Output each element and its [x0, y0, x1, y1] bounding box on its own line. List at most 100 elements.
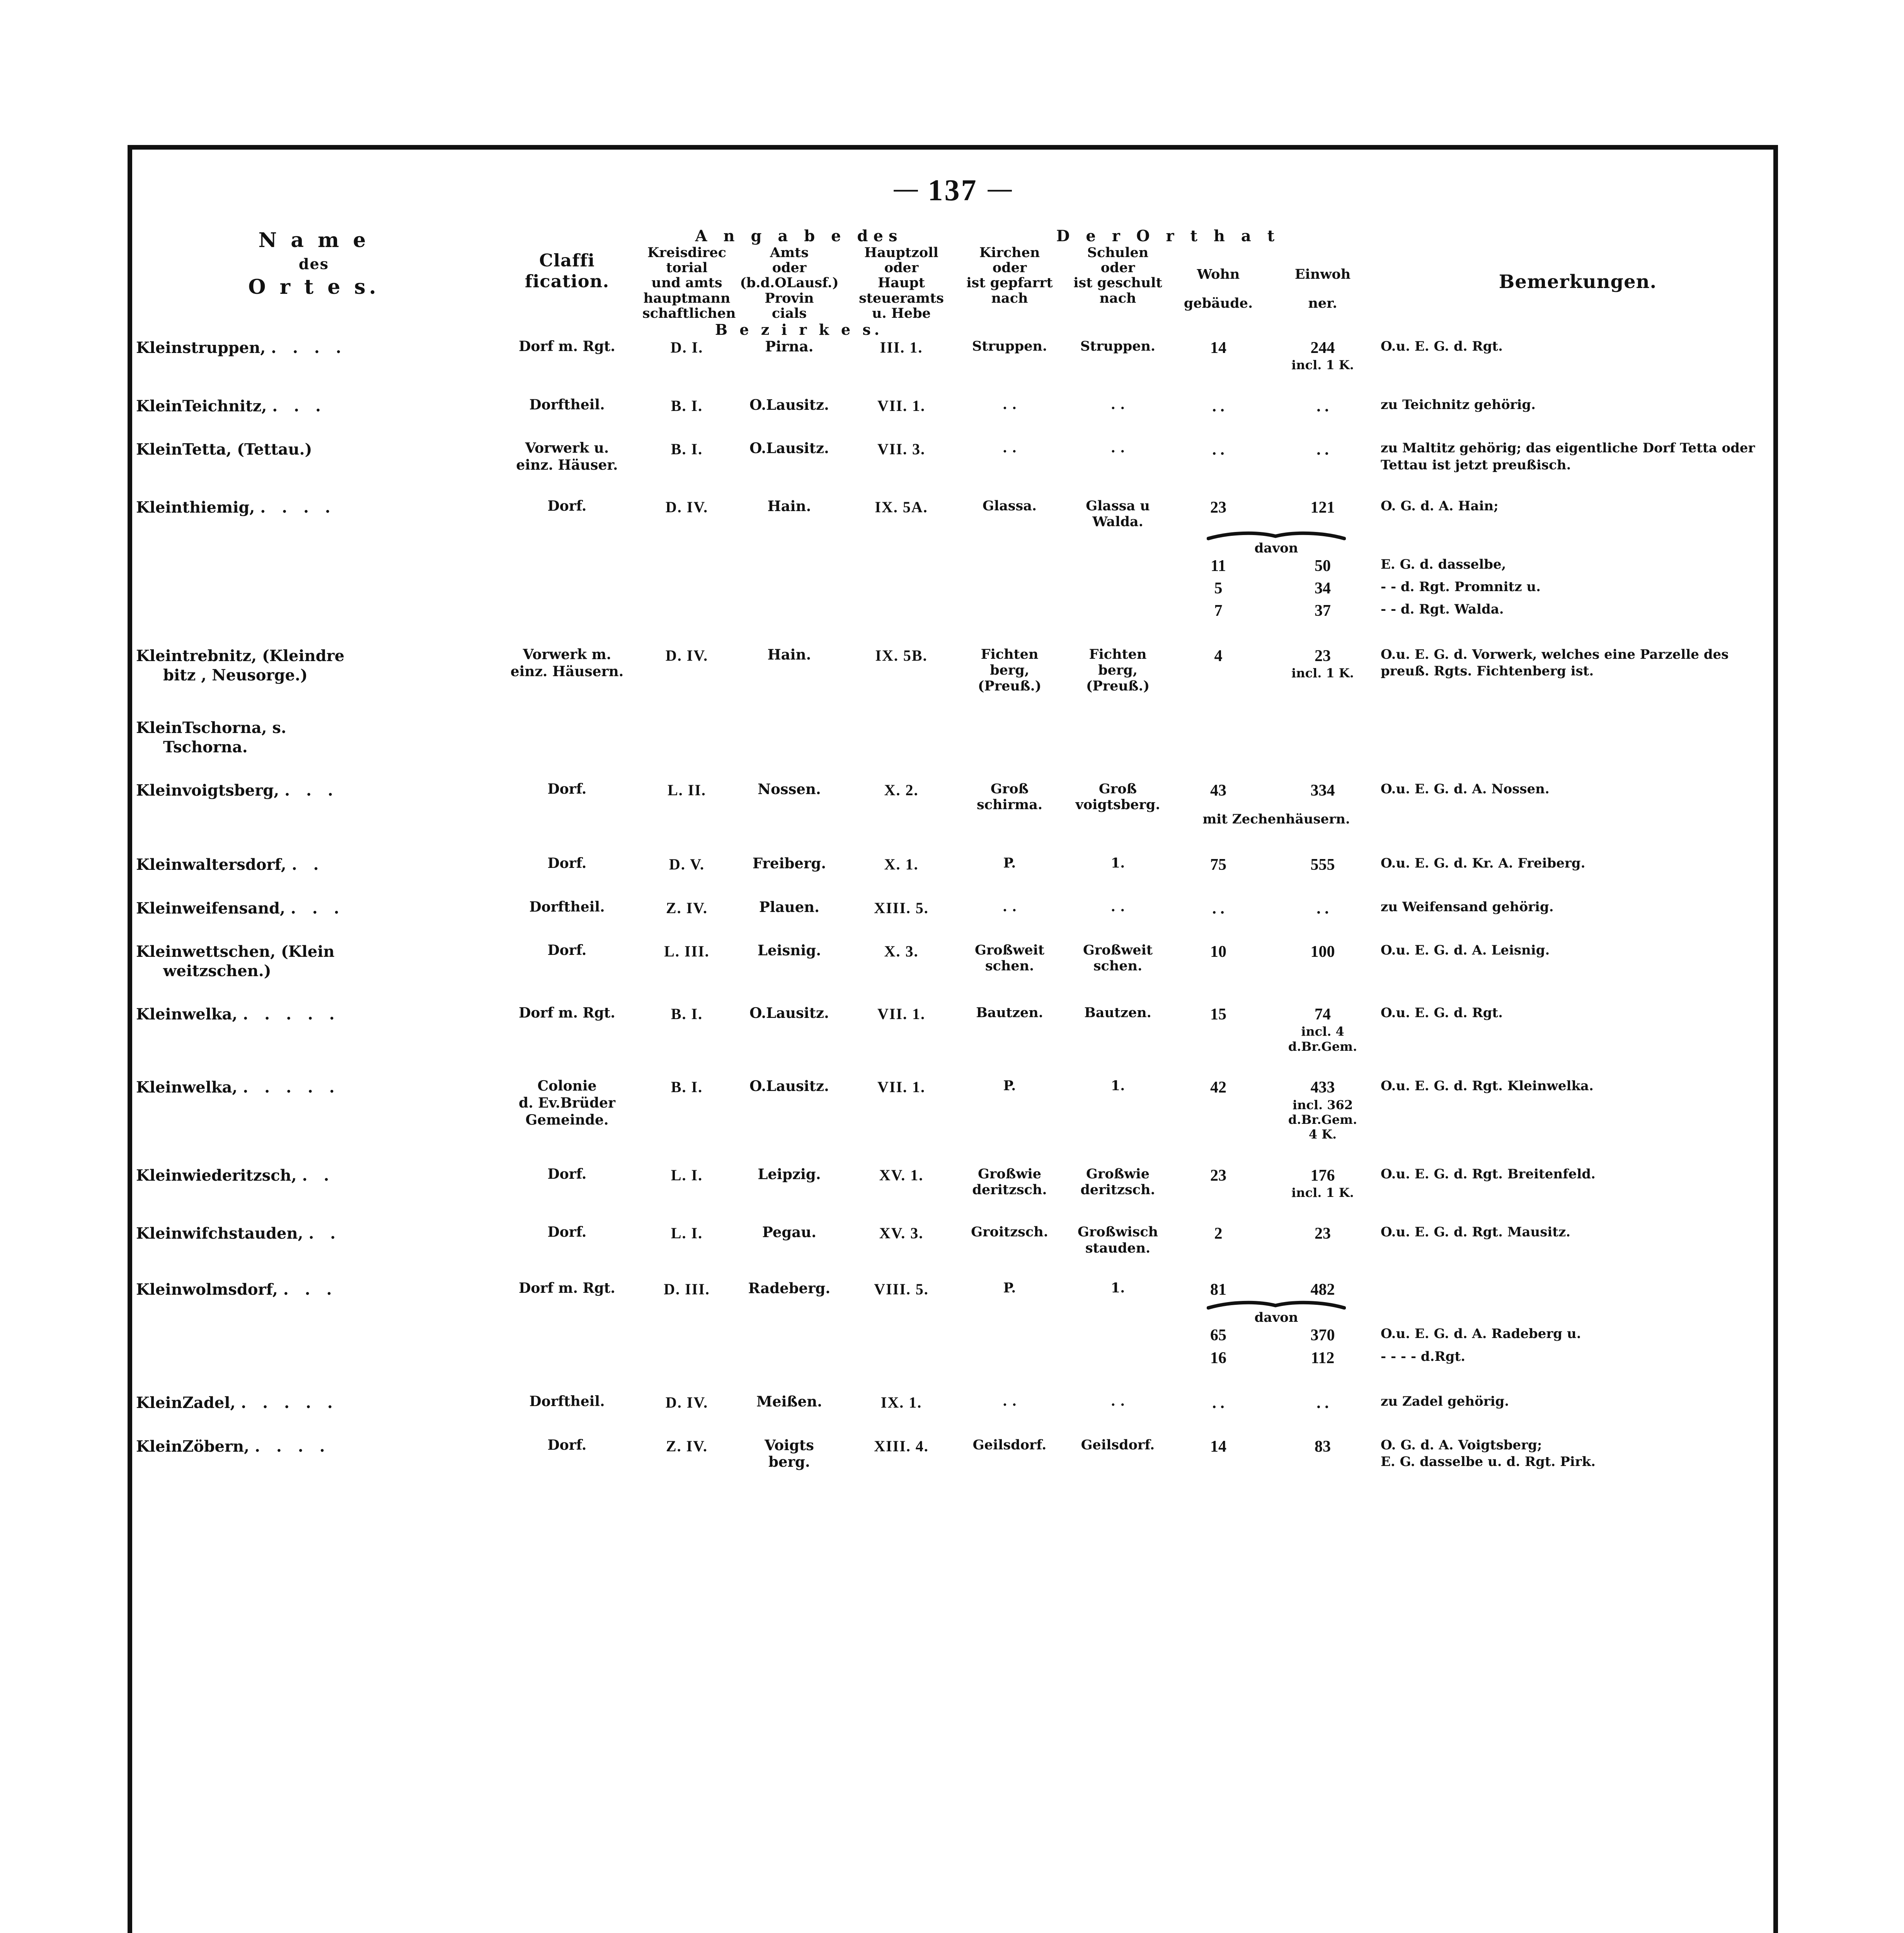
- spacer: [1172, 1142, 1265, 1166]
- cell-einwohner: 482: [1265, 1280, 1381, 1299]
- spacer: [955, 416, 1064, 440]
- table-row[interactable]: Klein­Zadel, . . . . . Dorftheil. D. IV. Me…: [136, 1393, 1775, 1413]
- davon-row[interactable]: 5 34 ‐ ‐ d. Rgt. Promnitz u.: [136, 577, 1775, 600]
- spacer: [136, 1299, 1172, 1324]
- cell-hauptzoll-bezirk: XIII. 4.: [874, 1437, 929, 1455]
- cell-hauptzoll-bezirk: VIII. 5.: [874, 1280, 929, 1298]
- cell-amts-bezirk: O.Lausitz.: [749, 1077, 829, 1095]
- cell-kirchen: Großweit­schen.: [974, 942, 1045, 974]
- header-haupt-l4: steueramts­: [859, 290, 944, 306]
- davon-label-row: davon: [136, 530, 1775, 555]
- spacer: [642, 416, 731, 440]
- cell-wohngebaeude: . .: [1212, 441, 1224, 459]
- header-hauptzoll-cell: Hauptzoll­ oder Haupt­ steueramts­ u. He…: [847, 245, 955, 321]
- spacer: [731, 831, 847, 855]
- spacer: [847, 1142, 955, 1166]
- spacer: [136, 1142, 492, 1166]
- table-row[interactable]: Kleintrebnitz, (Kleindre­bitz , Neusorge…: [136, 646, 1775, 694]
- cell-schulen: 1.: [1110, 1280, 1125, 1296]
- table-row[interactable]: Klein­Tetta, (Tettau.) Vorwerk u. einz. Hä…: [136, 440, 1775, 474]
- cell-wohngebaeude: [1172, 718, 1265, 757]
- cell-kreis-bezirk: B. I.: [671, 1005, 703, 1023]
- cell-bemerkungen: zu Teichnitz gehörig.: [1381, 397, 1536, 413]
- table-row[interactable]: Kleinwaltersdorf, . . Dorf. D. V. Freiberg.…: [136, 855, 1775, 874]
- spacer: [1381, 1256, 1775, 1280]
- spacer: [847, 1413, 955, 1437]
- place-name: Klein­Tschorna, s.: [136, 718, 286, 737]
- spacer: [1064, 1200, 1172, 1224]
- table-body: Kleinstruppen, . . . . Dorf m. Rgt. D. I. P…: [136, 338, 1775, 1495]
- cell-einwohner: . .: [1265, 1393, 1381, 1413]
- cell-kirchen: Geilsdorf.: [972, 1437, 1047, 1453]
- header-kirchen-l3: ist gepfarrt: [966, 275, 1053, 291]
- cell-kirchen: [955, 718, 1064, 757]
- spacer: [1381, 1413, 1775, 1437]
- cell-amts-bezirk: Leipzig.: [758, 1165, 821, 1183]
- cell-einwohner: . .: [1265, 397, 1381, 416]
- cell-kreis-bezirk: B. I.: [671, 1078, 703, 1096]
- davon-row[interactable]: 7 37 ‐ ‐ d. Rgt. Walda.: [136, 600, 1775, 622]
- spacer: [1265, 831, 1381, 855]
- spacer: [731, 1200, 847, 1224]
- header-einwohner-cell: Einwoh­ ner.: [1265, 245, 1381, 321]
- table-row[interactable]: Kleinstruppen, . . . . Dorf m. Rgt. D. I. P…: [136, 338, 1775, 373]
- davon-label: davon: [1254, 1310, 1298, 1326]
- table-row[interactable]: Kleinwifchstauden, . . Dorf. L. I. Pegau. XV…: [136, 1224, 1775, 1256]
- einwohner-note: incl. 1 K.: [1291, 666, 1354, 681]
- cell-bemerkungen: zu Maltitz gehörig; das eigent­liche Dor…: [1381, 440, 1755, 473]
- spacer: [847, 577, 955, 600]
- table-row[interactable]: Kleinvoigtsberg, . . . Dorf. L. II. Nossen.…: [136, 781, 1775, 813]
- davon-row[interactable]: 16 112 ‐ ‐ ‐ ‐ d.Rgt.: [136, 1347, 1775, 1369]
- row-spacer: [136, 1471, 1775, 1495]
- spacer: [642, 474, 731, 498]
- einwohner-value: 433: [1310, 1079, 1335, 1097]
- spacer: [1265, 474, 1381, 498]
- table-row[interactable]: Kleinwelka, . . . . . Colonie d. Ev.Brüder…: [136, 1077, 1775, 1142]
- spacer: [731, 1471, 847, 1495]
- davon-label-row: davon: [136, 1299, 1775, 1324]
- cell-amts-bezirk: Meißen.: [756, 1393, 822, 1410]
- spacer: [1381, 1471, 1775, 1495]
- spacer: [1064, 1054, 1172, 1078]
- spacer: [955, 373, 1064, 397]
- cell-schulen: Bautzen.: [1084, 1004, 1151, 1021]
- spacer: [492, 831, 642, 855]
- cell-bemerkungen: [1381, 718, 1775, 757]
- spacer: [1172, 1054, 1265, 1078]
- place-name: Klein­Teichnitz,: [136, 397, 267, 415]
- davon-row[interactable]: 65 370 O.u. E. G. d. A. Radeberg u.: [136, 1324, 1775, 1347]
- table-row[interactable]: Klein­Tschorna, s. Tschorna.: [136, 718, 1775, 757]
- spacer: [955, 555, 1064, 577]
- spacer: [642, 1471, 731, 1495]
- header-amts-l2: oder: [772, 260, 807, 276]
- einwohner-note: incl. 4 d.Br.Gem.: [1288, 1024, 1357, 1054]
- spacer: [1265, 622, 1381, 646]
- leader-dots: . . . . .: [243, 1078, 340, 1097]
- davon-wohngebaeude: 65: [1210, 1326, 1227, 1345]
- table-row[interactable]: Kleinthiemig, . . . . Dorf. D. IV. Hain. IX.…: [136, 498, 1775, 530]
- cell-wohngebaeude: 23: [1210, 1166, 1227, 1185]
- table-row[interactable]: Kleinwiederitzsch, . . Dorf. L. I. Leipzig.…: [136, 1166, 1775, 1200]
- davon-row[interactable]: 11 50 E. G. d. dasselbe,: [136, 555, 1775, 577]
- cell-name: Kleinstruppen, . . . .: [136, 338, 492, 373]
- table-row[interactable]: Klein­Teichnitz, . . . Dorftheil. B. I. O.L…: [136, 396, 1775, 416]
- cell-einwohner: 23 incl. 1 K.: [1265, 646, 1381, 694]
- spacer: [731, 555, 847, 577]
- table-row[interactable]: Kleinweifensand, . . . Dorftheil. Z. IV. Pl…: [136, 898, 1775, 918]
- table-row[interactable]: Kleinwettschen, (Klein­weitzschen.) Dorf.…: [136, 942, 1775, 981]
- table-row[interactable]: Kleinwelka, . . . . . Dorf m. Rgt. B. I. O.…: [136, 1004, 1775, 1054]
- cell-classification: Dorf.: [547, 1437, 587, 1453]
- cell-classification: Dorf.: [547, 781, 587, 797]
- cell-hauptzoll-bezirk: XV. 3.: [879, 1224, 924, 1242]
- row-spacer: [136, 373, 1775, 397]
- table-row[interactable]: Kleinwolmsdorf, . . . Dorf m. Rgt. D. III.…: [136, 1280, 1775, 1299]
- row-spacer: [136, 981, 1775, 1005]
- table-row[interactable]: Klein­Zöbern, . . . . Dorf. Z. IV. Voigts­b…: [136, 1437, 1775, 1471]
- spacer: [492, 600, 642, 622]
- cell-classification: Dorf m. Rgt.: [519, 338, 615, 355]
- cell-einwohner: 100: [1265, 942, 1381, 981]
- cell-kirchen: . .: [1002, 396, 1017, 413]
- spacer: [1064, 831, 1172, 855]
- cell-wohngebaeude: 43: [1210, 781, 1227, 799]
- header-kreis-l1: Kreisdirec­: [647, 245, 726, 261]
